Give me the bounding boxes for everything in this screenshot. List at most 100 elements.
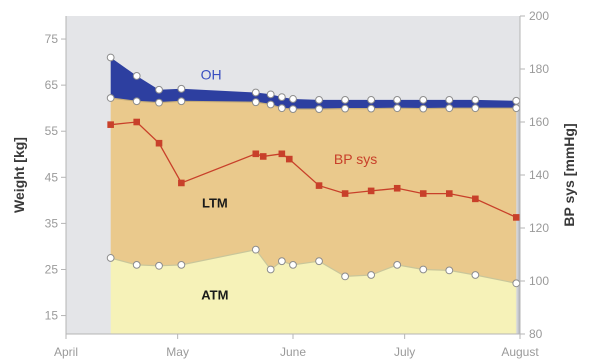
right-tick-label-180: 180 <box>529 62 549 76</box>
bp-point-0 <box>107 121 114 128</box>
right-tick-label-100: 100 <box>529 274 549 288</box>
x-tick-label-august: August <box>501 345 539 359</box>
marker-ltm-11 <box>393 104 402 113</box>
marker-atm-0 <box>106 254 115 262</box>
right-tick-label-120: 120 <box>529 221 549 235</box>
x-tick-label-may: May <box>166 345 189 359</box>
marker-ltm-9 <box>341 104 349 113</box>
label-atm: ATM <box>201 287 228 302</box>
labels: Weight [kg] BP sys [mmHg] OH BP sys LTM ATM <box>11 67 577 303</box>
marker-atm-14 <box>471 271 480 279</box>
boundary-atm <box>110 249 517 284</box>
area-ltm <box>110 98 517 284</box>
area-atm <box>110 249 517 334</box>
x-tick-label-july: July <box>394 345 415 359</box>
x-tick-label-june: June <box>280 345 306 359</box>
left-tick-label-45: 45 <box>45 170 59 184</box>
label-bp-sys: BP sys <box>334 151 377 167</box>
label-oh: OH <box>201 67 222 83</box>
bp-point-2 <box>155 139 163 147</box>
marker-atm-15 <box>512 279 521 288</box>
marker-ltm-15 <box>512 104 521 113</box>
marker-atm-4 <box>251 245 260 254</box>
left-tick-label-75: 75 <box>45 32 59 46</box>
marker-oh-15 <box>512 96 521 105</box>
marker-oh-13 <box>445 95 454 104</box>
bp-point-7 <box>285 155 293 163</box>
bp-point-3 <box>178 179 185 187</box>
x-tick-label-april: April <box>54 345 78 359</box>
left-tick-label-25: 25 <box>45 262 59 276</box>
marker-oh-1 <box>132 72 141 80</box>
marker-oh-2 <box>155 85 163 94</box>
marker-atm-10 <box>367 271 376 279</box>
marker-oh-11 <box>393 95 402 104</box>
marker-oh-9 <box>341 95 349 104</box>
marker-oh-12 <box>419 95 428 104</box>
marker-ltm-13 <box>445 104 454 113</box>
marker-ltm-10 <box>367 104 376 113</box>
marker-ltm-4 <box>251 98 260 107</box>
marker-ltm-6 <box>277 104 286 113</box>
bp-point-11 <box>393 184 401 192</box>
marker-oh-8 <box>315 95 323 104</box>
right-tick-label-200: 200 <box>529 9 549 23</box>
left-tick-label-15: 15 <box>45 309 59 323</box>
marker-oh-10 <box>367 95 376 104</box>
marker-oh-14 <box>471 95 480 104</box>
area-oh <box>110 57 517 110</box>
bp-point-5 <box>259 153 267 160</box>
marker-atm-6 <box>277 257 286 266</box>
bp-point-13 <box>445 190 453 197</box>
bp-point-4 <box>252 150 260 158</box>
marker-atm-8 <box>315 257 323 266</box>
right-tick-label-160: 160 <box>529 115 549 129</box>
marker-oh-5 <box>266 90 275 99</box>
marker-oh-7 <box>289 95 297 103</box>
bp-point-6 <box>278 150 286 158</box>
marker-ltm-12 <box>419 104 428 113</box>
marker-atm-9 <box>341 272 349 281</box>
bp-point-12 <box>419 190 427 197</box>
marker-atm-11 <box>393 260 402 269</box>
marker-ltm-1 <box>132 97 141 106</box>
bp-point-9 <box>341 190 349 197</box>
left-tick-label-35: 35 <box>45 216 59 230</box>
marker-atm-1 <box>132 260 141 269</box>
bp-point-15 <box>512 214 520 221</box>
stacked-areas <box>110 57 517 334</box>
bp-series <box>107 118 520 221</box>
marker-oh-0 <box>106 53 115 62</box>
marker-oh-6 <box>277 93 286 102</box>
marker-ltm-7 <box>289 105 297 113</box>
label-ltm: LTM <box>202 195 228 210</box>
left-tick-label-65: 65 <box>45 78 59 92</box>
bp-point-10 <box>367 187 375 195</box>
marker-ltm-0 <box>106 94 115 102</box>
marker-oh-3 <box>177 84 186 93</box>
marker-atm-13 <box>445 266 454 275</box>
bp-point-14 <box>472 195 479 203</box>
y-right-title: BP sys [mmHg] <box>561 123 577 226</box>
marker-atm-7 <box>289 260 297 269</box>
marker-atm-5 <box>266 265 275 274</box>
marker-ltm-5 <box>266 100 275 109</box>
right-tick-label-80: 80 <box>529 327 543 341</box>
y-left-title: Weight [kg] <box>11 137 27 213</box>
marker-ltm-2 <box>155 98 163 107</box>
area-markers <box>106 53 521 288</box>
right-tick-label-140: 140 <box>529 168 549 182</box>
marker-ltm-8 <box>315 105 323 113</box>
marker-atm-3 <box>177 260 186 269</box>
marker-oh-4 <box>251 88 260 97</box>
bp-point-8 <box>315 182 323 189</box>
bp-point-1 <box>133 118 141 126</box>
left-tick-label-55: 55 <box>45 124 59 138</box>
axes: 15 25 35 45 55 65 75 80 100 120 140 160 180 200 April M… <box>45 9 550 359</box>
marker-atm-2 <box>155 261 163 270</box>
marker-ltm-3 <box>177 97 186 106</box>
bp-line-path <box>110 121 517 218</box>
marker-ltm-14 <box>471 104 480 113</box>
marker-atm-12 <box>419 265 428 274</box>
boundary-ltm <box>110 97 517 110</box>
